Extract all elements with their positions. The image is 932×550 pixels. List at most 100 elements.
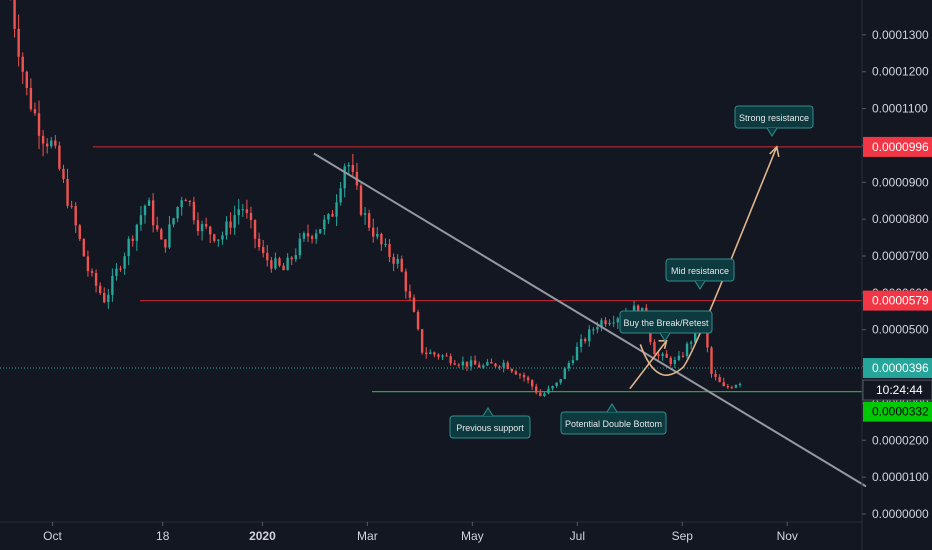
callout-tail (766, 127, 778, 137)
candle-body (204, 224, 208, 227)
candle-body (445, 355, 448, 357)
candle-body (579, 339, 583, 347)
price-tag-bg (862, 379, 932, 401)
candle-body (535, 386, 538, 393)
price-tag: 10:24:44 (862, 379, 932, 401)
candle-body (718, 377, 721, 383)
candle-body (416, 311, 420, 330)
candle-body (62, 168, 65, 179)
candle-body (730, 387, 734, 389)
candle-body (257, 238, 261, 248)
candle-body (13, 0, 16, 29)
candle-body (135, 224, 139, 241)
candle-body (559, 378, 562, 383)
candle-body (596, 327, 599, 330)
candle-body (420, 329, 424, 353)
candle-body (306, 233, 310, 237)
candle-body (514, 371, 518, 375)
candle-body (217, 239, 220, 241)
projection-arrowhead (769, 145, 780, 158)
candle-body (94, 273, 98, 286)
candle-body (710, 347, 713, 374)
time-axis[interactable]: Oct 18 2020 Mar May Jul Sep Nov (0, 521, 862, 543)
candle-body (376, 233, 379, 237)
candle-body (506, 362, 509, 370)
annotation-mid-resistance[interactable]: Mid resistance (665, 258, 735, 290)
candle-body (221, 235, 224, 240)
candle-body (70, 205, 73, 207)
candle-body (498, 366, 501, 368)
candle-body (103, 292, 106, 303)
candle-body (237, 209, 240, 216)
candle-body (490, 362, 493, 364)
price-tags: 0.0000996 0.0000579 0.0000396 10:24:44 0.000… (862, 136, 932, 422)
annotation-buy-break-retest[interactable]: Buy the Break/Retest (619, 310, 713, 342)
candle-body (575, 346, 579, 361)
candle-body (327, 214, 330, 220)
callout-tail (694, 280, 706, 290)
candle-body (359, 185, 363, 215)
candle-body (363, 213, 367, 215)
candle-body (473, 360, 477, 365)
candle-body (494, 363, 497, 367)
candle-body (563, 368, 566, 379)
candle-body (706, 319, 709, 348)
candle-body (392, 257, 395, 264)
annotation-previous-support[interactable]: Previous support (449, 407, 531, 439)
candle-body (139, 215, 143, 225)
candle-body (66, 178, 69, 206)
candle-body (21, 56, 24, 72)
candle-body (649, 328, 652, 342)
candle-body (17, 28, 20, 57)
candle-body (74, 206, 77, 226)
candle-body (286, 257, 289, 271)
projection-path (639, 146, 778, 376)
x-tick-label: Oct (43, 529, 62, 543)
candle-body (266, 252, 269, 261)
y-tick-label: 0.0000800 (872, 212, 929, 226)
candle-body (669, 357, 672, 364)
candle-body (555, 382, 558, 387)
candle-body (58, 145, 61, 169)
candle-body (714, 373, 717, 378)
candle-body (176, 206, 179, 219)
candle-body (310, 236, 314, 239)
candle-body (196, 220, 200, 232)
candle-body (172, 218, 175, 225)
candle-body (604, 320, 607, 325)
candle-body (270, 260, 273, 269)
candle-body (588, 329, 591, 342)
annotation-double-bottom[interactable]: Potential Double Bottom (560, 403, 667, 435)
candle-body (551, 386, 554, 389)
candle-body (571, 360, 575, 364)
candle-body (290, 257, 293, 260)
price-tag-text: 0.0000396 (872, 361, 929, 375)
candle-body (331, 214, 334, 217)
candle-body (160, 229, 163, 240)
candle-body (302, 233, 306, 239)
candle-body (441, 355, 444, 357)
candle-body (233, 215, 236, 228)
candle-body (384, 243, 387, 245)
candle-body (25, 71, 28, 88)
candle-body (612, 322, 615, 324)
candle-body (738, 383, 742, 386)
candle-body (98, 285, 102, 293)
candle-body (567, 363, 571, 369)
retest-arrow (629, 340, 668, 390)
price-axis[interactable]: 0.00013000.00012000.00011000.00010000.00… (861, 0, 929, 550)
candle-body (184, 200, 187, 202)
candle-body (465, 361, 469, 367)
candle-body (119, 268, 122, 270)
callout-text: Potential Double Bottom (565, 419, 662, 429)
candle-body (180, 200, 183, 207)
candle-body (200, 224, 204, 232)
candle-body (685, 343, 689, 357)
candle-body (372, 227, 375, 237)
annotation-strong-resistance[interactable]: Strong resistance (734, 105, 814, 137)
descending-trendline[interactable] (313, 152, 867, 488)
candle-body (282, 265, 285, 271)
candle-body (107, 294, 110, 303)
candle-body (41, 135, 45, 144)
